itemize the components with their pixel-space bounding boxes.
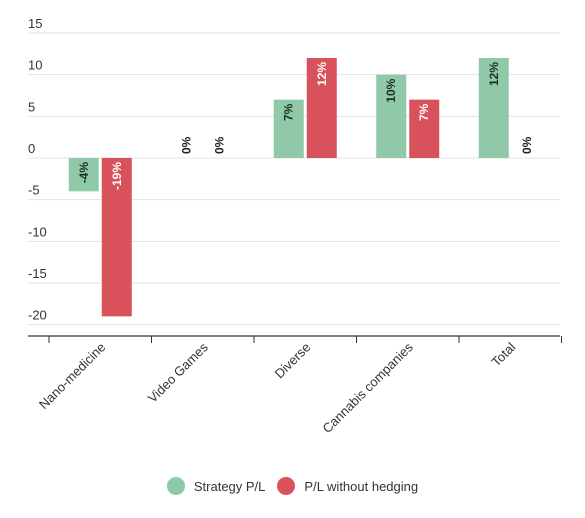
category-label: Total bbox=[488, 339, 518, 369]
category-label: Video Games bbox=[145, 339, 211, 405]
legend-item-without-hedging[interactable]: P/L without hedging bbox=[277, 477, 418, 495]
data-label: 7% bbox=[282, 103, 296, 121]
legend-swatch-strategy bbox=[166, 477, 185, 495]
bar-without-hedging[interactable] bbox=[409, 99, 440, 158]
data-label: -4% bbox=[77, 162, 91, 184]
legend-item-strategy[interactable]: Strategy P/L bbox=[166, 477, 266, 495]
y-tick-label: 0 bbox=[28, 141, 35, 156]
bar-strategy[interactable] bbox=[68, 158, 99, 192]
y-tick-label: 15 bbox=[28, 16, 42, 31]
category-label: Nano-medicine bbox=[36, 340, 108, 412]
y-tick-label: -15 bbox=[28, 266, 47, 281]
data-label: 12% bbox=[487, 62, 501, 86]
data-label: 12% bbox=[315, 62, 329, 86]
y-tick-label: -10 bbox=[28, 224, 47, 239]
legend-label-without-hedging: P/L without hedging bbox=[304, 478, 419, 494]
y-tick-label: -5 bbox=[28, 183, 40, 198]
bar-chart: 15 10 5 0 -5 -10 -15 -20 -4% 0% 7% 10% 12% -19% 0% 12%… bbox=[28, 16, 562, 436]
data-label: 0% bbox=[212, 136, 226, 154]
data-label: 0% bbox=[179, 136, 193, 154]
y-axis-ticks: 15 10 5 0 -5 -10 -15 -20 bbox=[28, 16, 47, 323]
x-axis: Nano-medicine Video Games Diverse Cannabis … bbox=[28, 335, 562, 436]
legend: Strategy P/L P/L without hedging bbox=[0, 477, 585, 495]
category-label: Diverse bbox=[272, 340, 314, 382]
bar-strategy[interactable] bbox=[273, 99, 304, 158]
data-label: 0% bbox=[520, 136, 534, 154]
data-label: -19% bbox=[110, 162, 124, 190]
legend-swatch-without-hedging bbox=[277, 477, 296, 495]
legend-label-strategy: Strategy P/L bbox=[193, 478, 266, 494]
bars: -4% 0% 7% 10% 12% -19% 0% 12% 7% 0% bbox=[68, 58, 534, 317]
data-label: 7% bbox=[417, 103, 431, 121]
bar-without-hedging[interactable] bbox=[101, 158, 132, 317]
bar-strategy[interactable] bbox=[376, 74, 407, 158]
y-tick-label: 5 bbox=[28, 99, 35, 114]
data-label: 10% bbox=[384, 78, 398, 102]
bar-without-hedging[interactable] bbox=[306, 58, 337, 158]
category-label: Cannabis companies bbox=[319, 339, 416, 436]
y-tick-label: -20 bbox=[28, 308, 47, 323]
y-tick-label: 10 bbox=[28, 58, 42, 73]
bar-strategy[interactable] bbox=[478, 58, 509, 158]
